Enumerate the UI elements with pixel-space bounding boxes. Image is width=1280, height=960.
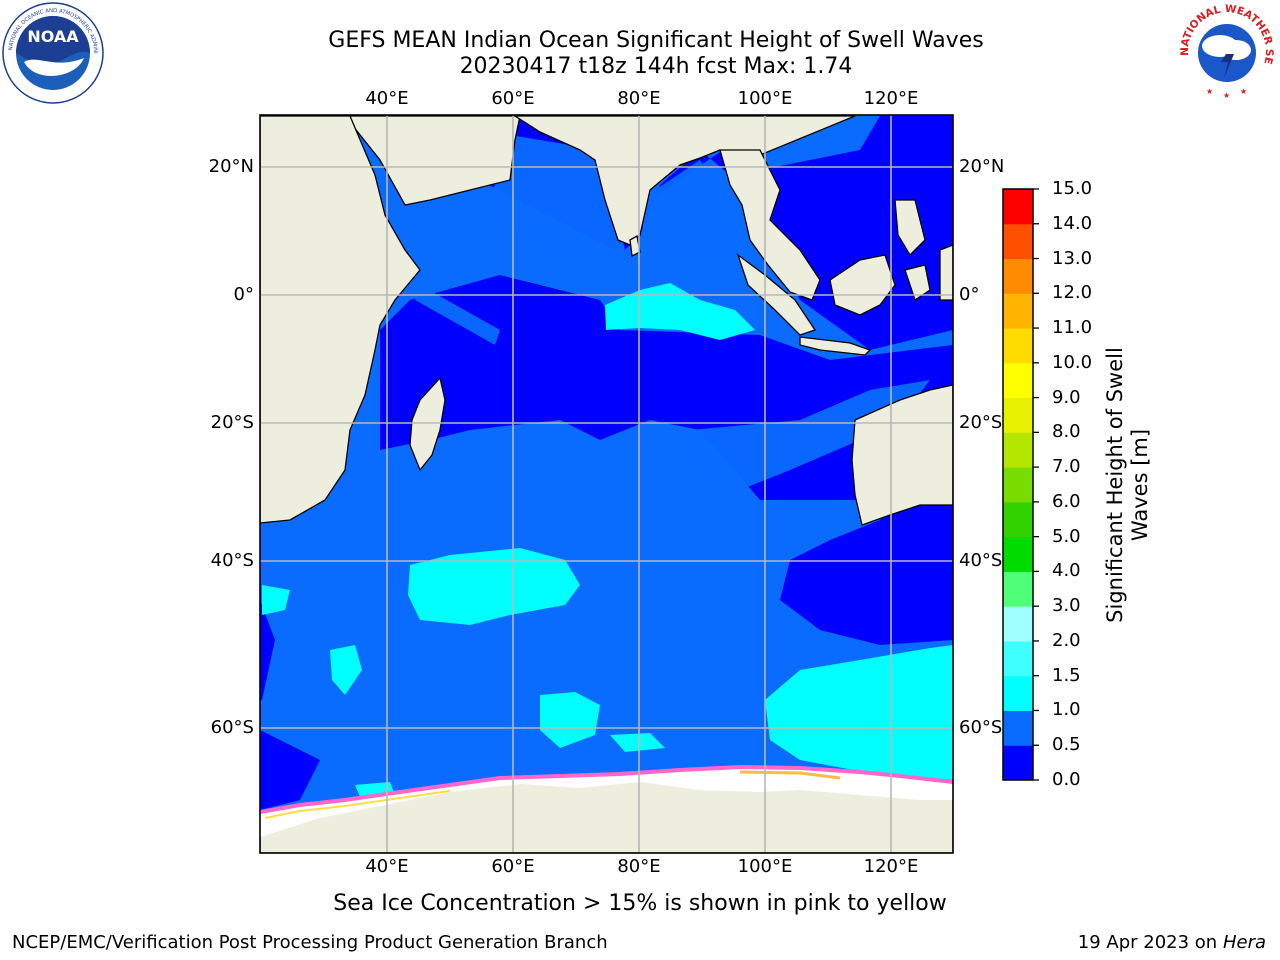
lat-label-left: 20°N (208, 156, 254, 177)
lon-label-bottom: 40°E (365, 856, 409, 877)
lon-label-bottom: 80°E (617, 856, 661, 877)
national-weather-service-logo-icon: NATIONAL WEATHER SERVICE ★ ★ ★ (1176, 0, 1276, 100)
map-frame (259, 114, 954, 854)
noaa-logo-icon: NOAA NATIONAL OCEANIC AND ATMOSPHERIC AD… (2, 2, 104, 104)
lon-label-top: 80°E (617, 88, 661, 109)
colorbar-swatch (1003, 536, 1033, 572)
lon-label-top: 120°E (863, 88, 919, 109)
colorbar-tick-label: 15.0 (1052, 178, 1093, 199)
chart-title: GEFS MEAN Indian Ocean Significant Heigh… (328, 28, 984, 53)
colorbar-tick-label: 4.0 (1052, 560, 1081, 582)
colorbar-tick-label: 3.0 (1052, 595, 1081, 617)
colorbar-tick-label: 6.0 (1052, 490, 1081, 512)
lon-label-bottom: 100°E (737, 856, 793, 877)
machine-name: Hera (1222, 932, 1266, 953)
colorbar-swatch (1003, 293, 1033, 329)
lat-label-left: 40°S (210, 550, 254, 571)
sea-ice-note: Sea Ice Concentration > 15% is shown in … (333, 891, 947, 916)
svg-text:★: ★ (1240, 87, 1247, 96)
colorbar-tick-label: 14.0 (1052, 212, 1093, 234)
colorbar-swatch (1003, 397, 1033, 433)
lat-label-left: 60°S (210, 717, 254, 738)
colorbar-swatch (1003, 675, 1033, 711)
colorbar-tick-label: 10.0 (1052, 351, 1093, 373)
lon-label-top: 40°E (365, 88, 409, 109)
lat-label-right: 60°S (959, 717, 1003, 738)
colorbar-tick-label: 7.0 (1052, 456, 1081, 478)
colorbar-tick-label: 0.5 (1052, 734, 1081, 756)
colorbar-tick-label: 5.0 (1052, 525, 1081, 547)
colorbar-swatch (1003, 258, 1033, 294)
colorbar-swatch (1003, 467, 1033, 503)
swell-band-1.0-1.5 (262, 283, 953, 797)
colorbar-frame (1002, 188, 1034, 781)
colorbar-swatch (1003, 640, 1033, 677)
colorbar-swatch (1003, 606, 1033, 642)
lat-label-left: 20°S (210, 412, 254, 433)
colorbar-tick-label: 11.0 (1052, 317, 1093, 339)
colorbar-swatch (1003, 432, 1033, 468)
lat-label-left: 0° (233, 284, 254, 305)
lat-label-right: 20°N (959, 156, 1005, 177)
colorbar (1003, 188, 1039, 781)
colorbar-tick-label: 0.0 (1052, 769, 1081, 790)
lat-label-right: 40°S (959, 550, 1003, 571)
colorbar-swatch (1003, 710, 1033, 746)
colorbar-tick-label: 9.0 (1052, 386, 1081, 408)
colorbar-tick-label: 8.0 (1052, 421, 1081, 443)
lon-label-top: 60°E (491, 88, 535, 109)
svg-text:★: ★ (1206, 87, 1213, 96)
colorbar-swatch (1003, 328, 1033, 364)
lat-label-right: 20°S (959, 412, 1003, 433)
chart-subtitle: 20230417 t18z 144h fcst Max: 1.74 (459, 54, 853, 79)
colorbar-swatch (1003, 189, 1033, 225)
colorbar-swatch (1003, 362, 1033, 399)
colorbar-swatch (1003, 571, 1033, 607)
colorbar-tick-label: 2.0 (1052, 629, 1081, 651)
lon-label-top: 100°E (737, 88, 793, 109)
land-masses (260, 115, 953, 853)
colorbar-tick-label: 1.5 (1052, 664, 1081, 686)
svg-text:★: ★ (1223, 91, 1230, 100)
sea-ice-edge (260, 764, 953, 814)
colorbar-label: Significant Height of Swell Waves [m] (1103, 347, 1152, 623)
graticule (260, 115, 953, 853)
lon-label-bottom: 60°E (491, 856, 535, 877)
date-stamp: 19 Apr 2023 on Hera (1078, 932, 1266, 953)
colorbar-swatch (1003, 501, 1033, 538)
svg-text:NOAA: NOAA (27, 27, 79, 46)
colorbar-swatch (1003, 745, 1033, 781)
colorbar-tick-label: 12.0 (1052, 282, 1093, 304)
lat-label-right: 0° (959, 284, 980, 305)
sea-ice-region (260, 767, 953, 837)
colorbar-tick-label: 1.0 (1052, 699, 1081, 721)
colorbar-swatch (1003, 223, 1033, 260)
date-text: 19 Apr 2023 on (1077, 932, 1223, 953)
credit-text: NCEP/EMC/Verification Post Processing Pr… (12, 932, 608, 953)
colorbar-tick-label: 13.0 (1052, 247, 1093, 269)
lon-label-bottom: 120°E (863, 856, 919, 877)
